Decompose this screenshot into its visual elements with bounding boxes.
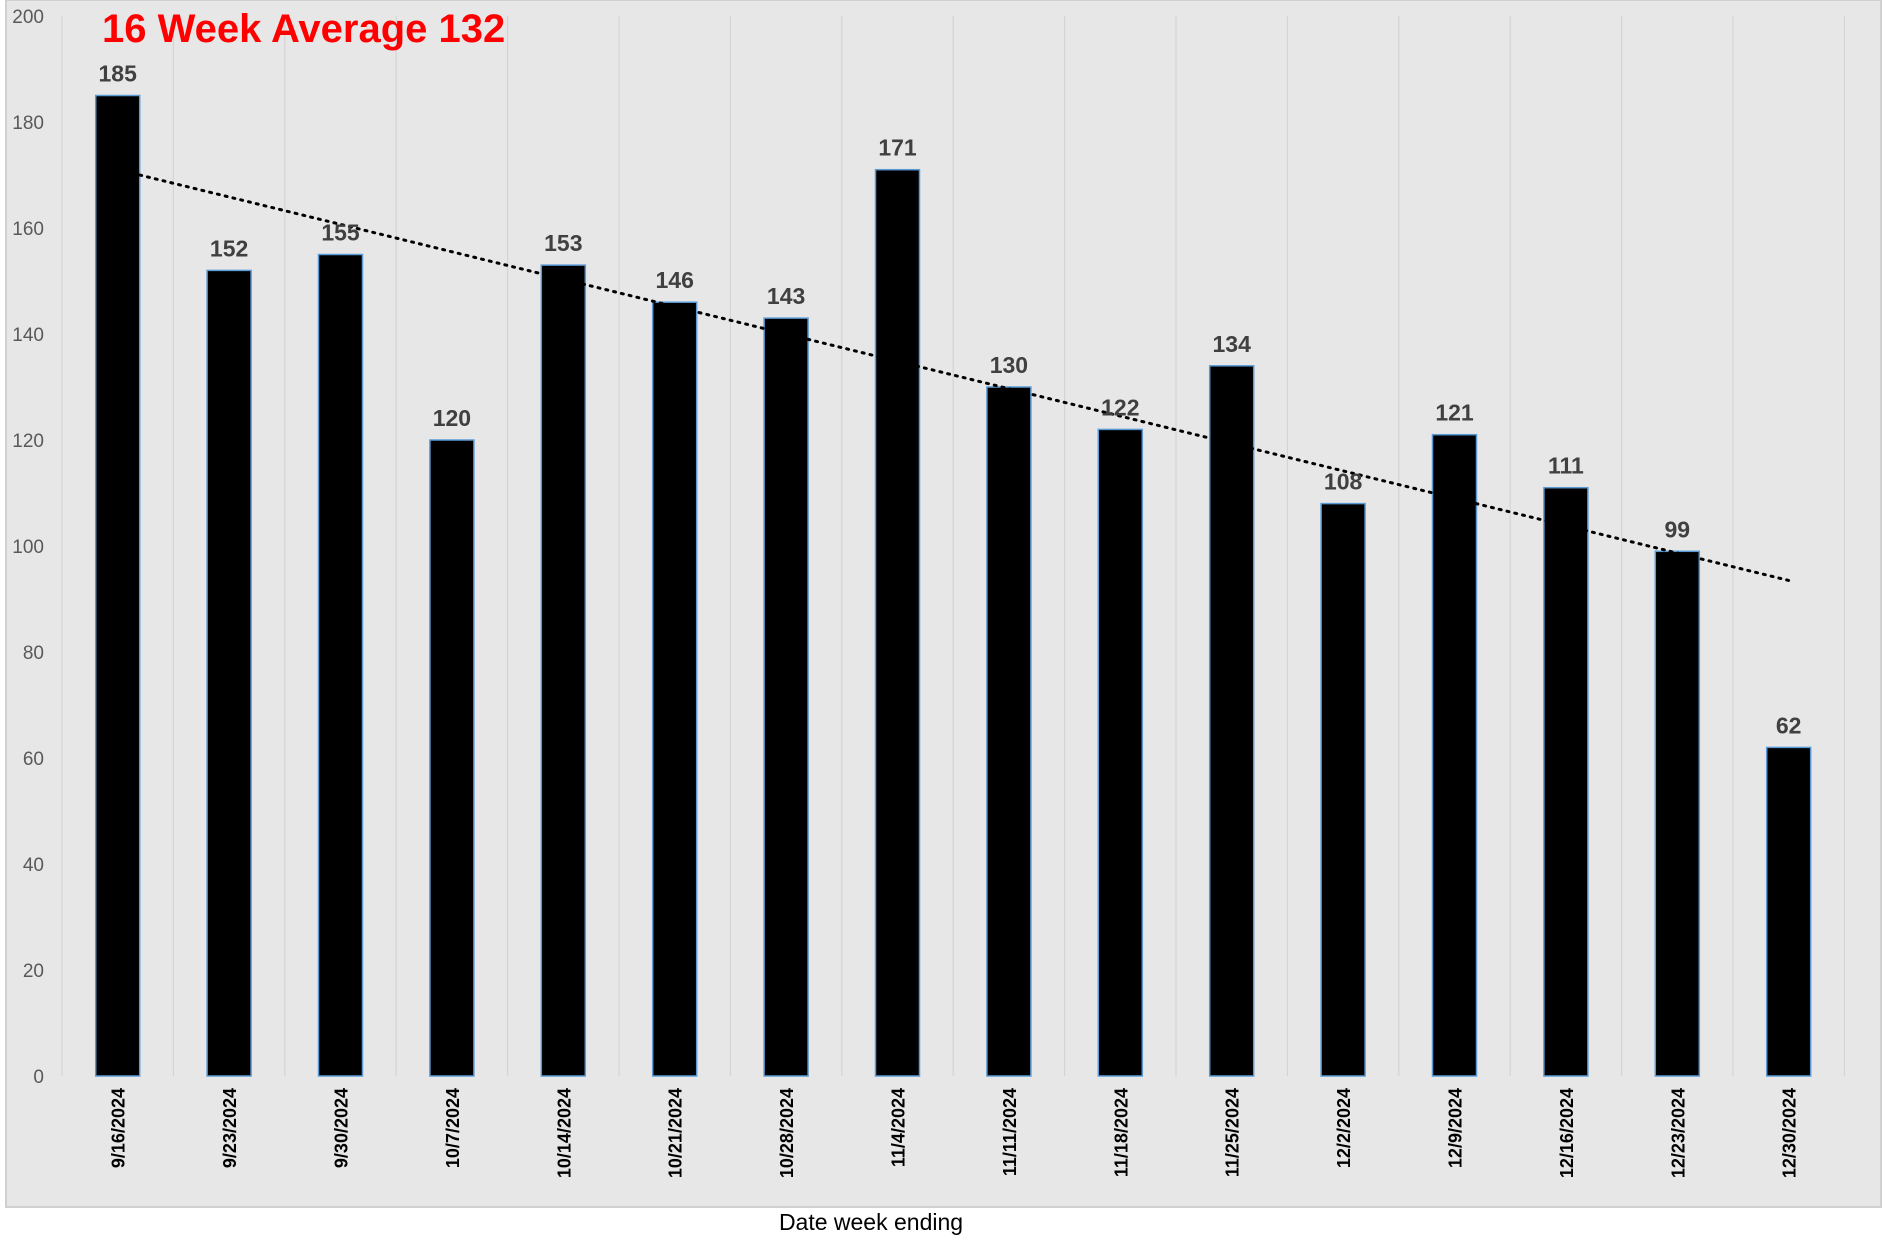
data-label: 185: [99, 61, 138, 87]
trendline: [138, 173, 1791, 582]
data-label: 99: [1665, 516, 1691, 542]
y-tick-label: 80: [23, 643, 44, 664]
bar: [206, 269, 252, 1077]
x-tick-label: 12/9/2024: [1446, 1088, 1466, 1168]
gridlines: [61, 16, 1846, 1076]
bars: [94, 94, 1812, 1077]
bar: [1765, 746, 1812, 1077]
x-tick-label: 11/18/2024: [1111, 1088, 1131, 1177]
data-label: 152: [210, 235, 248, 261]
data-label: 120: [433, 405, 471, 431]
data-label: 108: [1324, 469, 1363, 495]
data-label: 146: [656, 267, 694, 293]
bar: [429, 439, 475, 1077]
x-tick-label: 11/4/2024: [889, 1088, 909, 1167]
data-label: 62: [1776, 712, 1802, 738]
bar: [317, 253, 364, 1077]
y-tick-label: 0: [33, 1067, 44, 1088]
chart-background: [5, 0, 1882, 1208]
bar: [540, 264, 587, 1077]
bar: [874, 168, 921, 1077]
data-labels: 185 152 155 120 153 146 143 171 130 122 134 108 121 1…: [99, 61, 1802, 739]
x-tick-label: 9/23/2024: [220, 1088, 240, 1168]
x-tick-label: 12/23/2024: [1668, 1088, 1688, 1178]
x-tick-label: 12/30/2024: [1780, 1088, 1800, 1178]
data-label: 153: [544, 230, 582, 256]
y-tick-label: 200: [12, 7, 44, 28]
data-label: 122: [1101, 394, 1139, 420]
data-label: 111: [1548, 453, 1584, 479]
x-axis-label: Date week ending: [779, 1209, 963, 1235]
data-label: 171: [878, 135, 917, 161]
x-axis-ticks: 9/16/2024 9/23/2024 9/30/2024 10/7/2024 10/1…: [109, 1088, 1800, 1178]
y-tick-label: 120: [12, 431, 44, 452]
data-label: 155: [321, 220, 360, 246]
data-label: 121: [1435, 400, 1474, 426]
data-label: 143: [767, 283, 805, 309]
data-label: 134: [1213, 331, 1252, 357]
bar: [1208, 365, 1255, 1077]
x-tick-label: 10/28/2024: [777, 1088, 797, 1178]
x-tick-label: 10/21/2024: [666, 1088, 686, 1178]
y-tick-label: 140: [12, 325, 44, 346]
bar: [1654, 550, 1701, 1077]
x-tick-label: 9/30/2024: [332, 1088, 352, 1168]
y-tick-label: 60: [23, 749, 44, 770]
bar: [1431, 433, 1478, 1077]
bar: [94, 94, 141, 1077]
bar: [763, 317, 809, 1077]
y-tick-label: 20: [23, 961, 44, 982]
chart-title: 16 Week Average 132: [102, 7, 505, 51]
y-tick-label: 180: [12, 113, 44, 134]
bar: [1320, 502, 1366, 1077]
x-tick-label: 12/16/2024: [1557, 1088, 1577, 1178]
y-axis-ticks: 0 20 40 60 80 100 120 140 160 180 200: [12, 7, 44, 1088]
x-tick-label: 10/7/2024: [443, 1088, 463, 1168]
bar: [1097, 428, 1144, 1077]
trendline-layer: [138, 173, 1791, 582]
data-label: 130: [990, 352, 1028, 378]
y-tick-label: 40: [23, 855, 44, 876]
y-tick-label: 160: [12, 219, 44, 240]
bar: [651, 301, 698, 1077]
x-tick-label: 12/2/2024: [1334, 1088, 1354, 1168]
bar: [986, 386, 1032, 1077]
x-tick-label: 10/14/2024: [554, 1088, 574, 1178]
y-tick-label: 100: [12, 537, 44, 558]
x-tick-label: 11/25/2024: [1223, 1088, 1243, 1177]
x-tick-label: 11/11/2024: [1000, 1088, 1020, 1176]
bar: [1543, 486, 1589, 1077]
x-tick-label: 9/16/2024: [109, 1088, 129, 1168]
